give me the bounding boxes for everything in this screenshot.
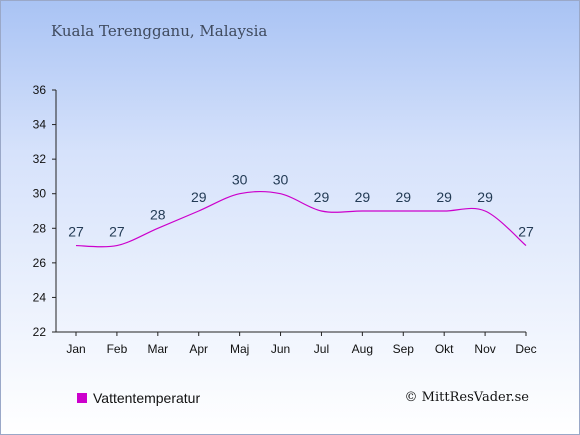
y-tick-label: 30: [33, 187, 47, 201]
x-tick-label: Dec: [515, 342, 536, 356]
data-label: 27: [109, 224, 125, 240]
data-label: 29: [355, 189, 371, 205]
legend-label: Vattentemperatur: [93, 390, 201, 406]
chart-axes: [55, 90, 526, 333]
y-tick-label: 34: [33, 118, 47, 132]
data-label: 28: [150, 206, 166, 222]
x-tick-label: Okt: [435, 342, 454, 356]
x-tick-label: Jan: [66, 342, 85, 356]
data-label: 29: [436, 189, 452, 205]
chart-title: Kuala Terengganu, Malaysia: [51, 22, 268, 40]
legend-swatch: [77, 393, 87, 403]
y-tick-label: 28: [33, 221, 47, 235]
data-label: 27: [518, 224, 534, 240]
x-tick-label: Feb: [107, 342, 128, 356]
y-tick-label: 26: [33, 256, 47, 270]
x-tick-label: Jul: [314, 342, 329, 356]
x-tick-label: Maj: [230, 342, 249, 356]
x-tick-label: Jun: [271, 342, 290, 356]
y-tick-label: 36: [33, 83, 47, 97]
data-label: 29: [477, 189, 493, 205]
data-label: 27: [68, 224, 84, 240]
x-tick-label: Mar: [147, 342, 168, 356]
y-tick-label: 24: [33, 290, 47, 304]
data-label: 29: [395, 189, 411, 205]
data-label: 30: [232, 172, 248, 188]
series-line-vattentemperatur: [75, 190, 527, 248]
legend: Vattentemperatur: [77, 390, 200, 406]
data-label: 29: [314, 189, 330, 205]
copyright-text: © MittResVader.se: [404, 390, 529, 405]
y-tick-label: 32: [33, 152, 47, 166]
data-label: 30: [273, 172, 289, 188]
x-tick-label: Aug: [352, 342, 373, 356]
x-tick-label: Apr: [189, 342, 208, 356]
y-tick-label: 22: [33, 325, 47, 339]
data-label: 29: [191, 189, 207, 205]
x-tick-label: Nov: [474, 342, 495, 356]
x-tick-label: Sep: [393, 342, 415, 356]
